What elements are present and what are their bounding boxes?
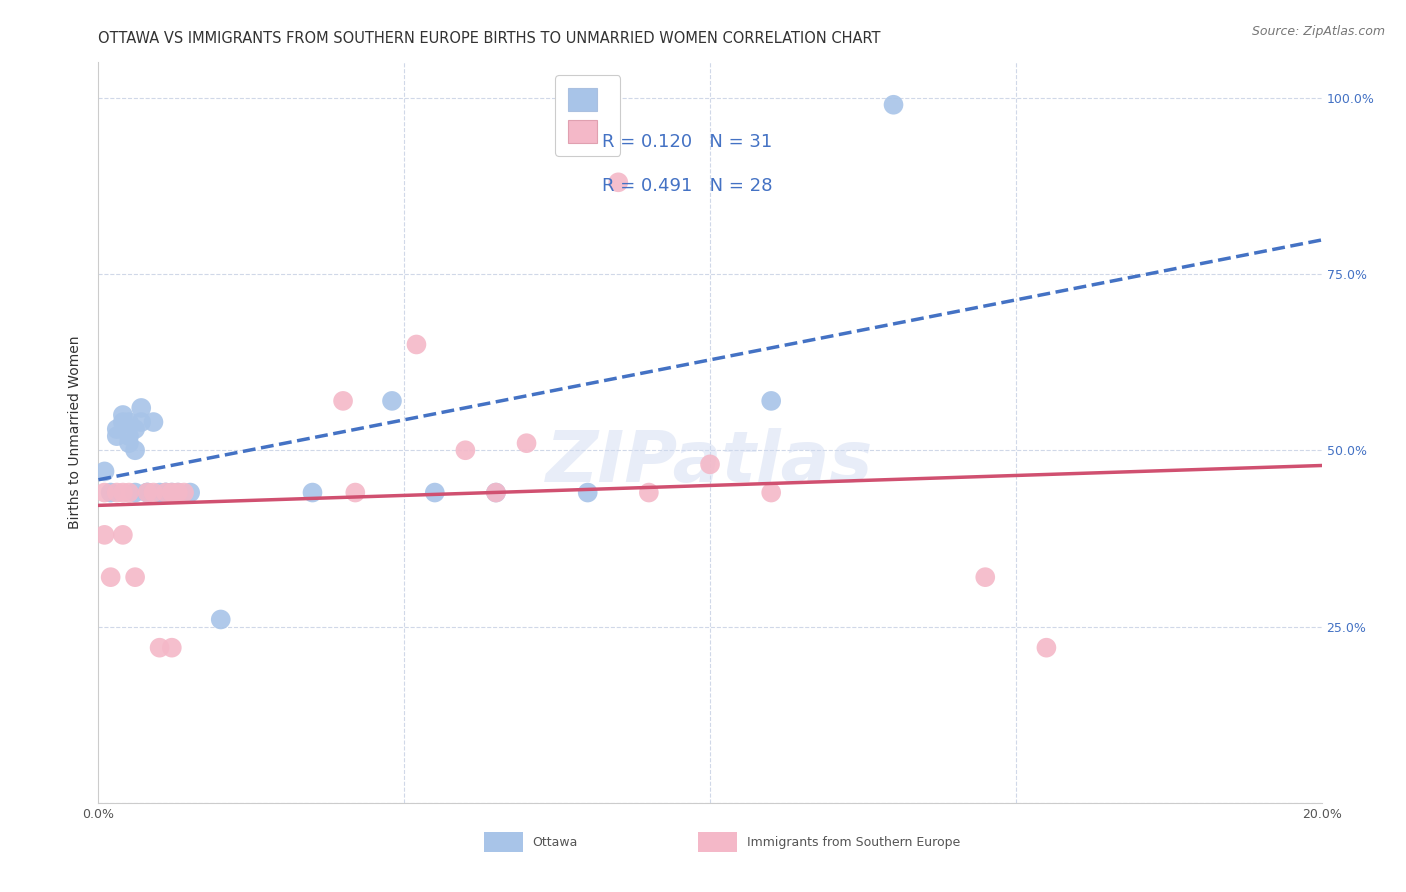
Point bbox=[100, 570, 122, 584]
Point bbox=[209, 612, 232, 626]
Point bbox=[167, 485, 190, 500]
Y-axis label: Births to Unmarried Women: Births to Unmarried Women bbox=[69, 336, 83, 529]
Point bbox=[883, 97, 905, 112]
Point bbox=[111, 415, 134, 429]
Text: R = 0.120   N = 31: R = 0.120 N = 31 bbox=[602, 133, 772, 151]
Text: OTTAWA VS IMMIGRANTS FROM SOUTHERN EUROPE BIRTHS TO UNMARRIED WOMEN CORRELATION : OTTAWA VS IMMIGRANTS FROM SOUTHERN EUROP… bbox=[98, 31, 882, 46]
Legend: , : , bbox=[555, 75, 620, 156]
Point bbox=[136, 485, 159, 500]
Point bbox=[93, 464, 115, 478]
Point bbox=[454, 443, 477, 458]
Point bbox=[381, 393, 404, 408]
Point bbox=[149, 485, 172, 500]
Point bbox=[155, 485, 177, 500]
Text: Ottawa: Ottawa bbox=[533, 836, 578, 848]
Point bbox=[485, 485, 508, 500]
Point bbox=[576, 485, 599, 500]
Bar bbox=[697, 831, 737, 853]
Point bbox=[129, 401, 152, 415]
Point bbox=[423, 485, 446, 500]
Point bbox=[1035, 640, 1057, 655]
Point bbox=[699, 458, 721, 472]
Point bbox=[118, 485, 141, 500]
Bar bbox=[484, 831, 523, 853]
Point bbox=[179, 485, 201, 500]
Point bbox=[607, 175, 630, 189]
Point bbox=[118, 429, 141, 443]
Point bbox=[93, 528, 115, 542]
Point bbox=[93, 485, 115, 500]
Point bbox=[332, 393, 354, 408]
Point bbox=[118, 415, 141, 429]
Point bbox=[111, 528, 134, 542]
Point bbox=[485, 485, 508, 500]
Point bbox=[124, 443, 146, 458]
Point bbox=[124, 485, 146, 500]
Point bbox=[136, 485, 159, 500]
Point bbox=[155, 485, 177, 500]
Point bbox=[124, 570, 146, 584]
Point bbox=[100, 485, 122, 500]
Point bbox=[105, 429, 128, 443]
Point bbox=[167, 485, 190, 500]
Point bbox=[759, 393, 782, 408]
Point bbox=[105, 485, 128, 500]
Point bbox=[344, 485, 367, 500]
Point bbox=[301, 485, 323, 500]
Point bbox=[136, 485, 159, 500]
Text: Source: ZipAtlas.com: Source: ZipAtlas.com bbox=[1251, 25, 1385, 38]
Point bbox=[160, 485, 183, 500]
Point bbox=[155, 485, 177, 500]
Point bbox=[173, 485, 195, 500]
Text: Immigrants from Southern Europe: Immigrants from Southern Europe bbox=[747, 836, 960, 848]
Point bbox=[111, 485, 134, 500]
Point bbox=[129, 415, 152, 429]
Point bbox=[142, 415, 165, 429]
Point bbox=[105, 422, 128, 436]
Point bbox=[160, 640, 183, 655]
Point bbox=[111, 408, 134, 422]
Point bbox=[759, 485, 782, 500]
Point bbox=[516, 436, 538, 450]
Point bbox=[142, 485, 165, 500]
Point bbox=[160, 485, 183, 500]
Text: R = 0.491   N = 28: R = 0.491 N = 28 bbox=[602, 177, 772, 194]
Point bbox=[974, 570, 997, 584]
Point bbox=[149, 640, 172, 655]
Point bbox=[124, 422, 146, 436]
Point bbox=[637, 485, 661, 500]
Point bbox=[118, 436, 141, 450]
Point bbox=[405, 337, 427, 351]
Text: ZIPatlas: ZIPatlas bbox=[547, 428, 873, 497]
